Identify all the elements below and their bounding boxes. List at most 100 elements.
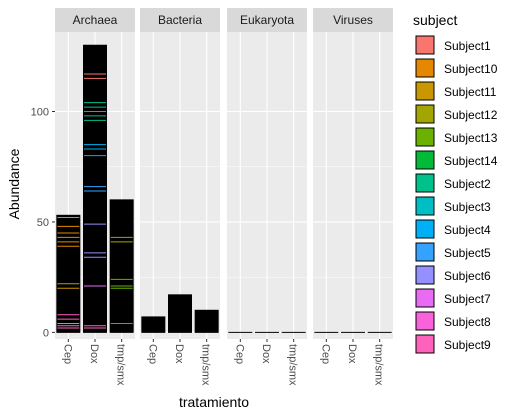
legend-key: [415, 104, 435, 124]
facet-strip: [55, 8, 135, 32]
facet-eukaryota: Eukaryota Cep Dox tmp/smx: [227, 8, 307, 386]
bar-bacteria-tmp-smx: [194, 309, 219, 333]
legend-key: [415, 81, 435, 101]
x-tick-label: Cep: [233, 344, 245, 364]
legend-label: Subject5: [444, 246, 491, 260]
legend-key: [415, 196, 435, 216]
y-axis: 0 50 100: [31, 107, 55, 339]
bar-bacteria-dox: [168, 294, 192, 333]
legend: subject Subject1 Subject10 Subject11 Subjec…: [413, 12, 498, 354]
facet-strip-label: Viruses: [333, 13, 373, 27]
legend-key: [415, 265, 435, 285]
x-tick-label: Cep: [319, 344, 331, 364]
legend-title: subject: [413, 12, 457, 28]
facet-strip: [227, 8, 307, 32]
bar-eukaryota-dox-fill: [255, 331, 279, 333]
bar-viruses-cep-fill: [314, 331, 339, 333]
bar-viruses-cep: [314, 331, 339, 333]
legend-label: Subject12: [444, 108, 498, 122]
legend-item-subject3: Subject3: [415, 196, 491, 216]
legend-item-subject10: Subject10: [415, 58, 498, 78]
bar-eukaryota-tmp-smx: [281, 331, 306, 333]
legend-label: Subject11: [444, 85, 497, 99]
facet-strip-label: Eukaryota: [240, 13, 294, 27]
x-tick-label: tmp/smx: [287, 344, 299, 386]
bar-eukaryota-dox: [255, 331, 279, 333]
y-axis-title: Abundance: [6, 148, 22, 219]
legend-item-subject1: Subject1: [415, 35, 491, 55]
legend-key: [415, 311, 435, 331]
legend-label: Subject14: [444, 154, 498, 168]
bar-eukaryota-tmp-smx-fill: [281, 331, 306, 333]
legend-key: [415, 127, 435, 147]
bar-archaea-cep-fill: [56, 214, 81, 333]
legend-item-subject8: Subject8: [415, 311, 491, 331]
legend-label: Subject1: [444, 39, 491, 53]
legend-key: [415, 173, 435, 193]
legend-label: Subject10: [444, 62, 498, 76]
bar-archaea-tmp-smx: [109, 199, 134, 333]
bar-viruses-dox-fill: [341, 331, 365, 333]
bar-bacteria-dox-fill: [168, 294, 192, 333]
legend-label: Subject2: [444, 177, 491, 191]
legend-label: Subject6: [444, 269, 491, 283]
bar-archaea-dox-fill: [83, 44, 107, 333]
facet-strip-label: Archaea: [73, 13, 118, 27]
bar-viruses-tmp-smx-fill: [367, 331, 392, 333]
bar-archaea-tmp-smx-fill: [109, 199, 134, 333]
y-tick-label: 100: [31, 107, 49, 119]
legend-key: [415, 242, 435, 262]
legend-key: [415, 150, 435, 170]
bar-eukaryota-cep: [228, 331, 253, 333]
x-tick-label: tmp/smx: [373, 344, 385, 386]
facet-bacteria: Bacteria Cep Dox tmp/smx: [140, 8, 220, 386]
x-tick-label: tmp/smx: [115, 344, 127, 386]
x-tick-label: Dox: [346, 344, 358, 364]
x-axis-title: tratamiento: [179, 394, 249, 410]
legend-item-subject11: Subject11: [415, 81, 497, 101]
legend-item-subject12: Subject12: [415, 104, 498, 124]
bar-viruses-dox: [341, 331, 365, 333]
legend-key: [415, 288, 435, 308]
facet-strip: [140, 8, 220, 32]
x-tick-label: Dox: [173, 344, 185, 364]
legend-label: Subject9: [444, 338, 491, 352]
y-tick-label: 0: [43, 327, 49, 339]
x-tick-label: Dox: [88, 344, 100, 364]
x-tick-label: tmp/smx: [200, 344, 212, 386]
legend-key: [415, 219, 435, 239]
facet-strip-label: Bacteria: [158, 13, 202, 27]
legend-item-subject5: Subject5: [415, 242, 491, 262]
legend-key: [415, 334, 435, 354]
bar-archaea-cep: [56, 214, 81, 333]
facet-archaea: Archaea Cep Dox tmp/smx: [55, 8, 135, 386]
x-tick-label: Dox: [260, 344, 272, 364]
facet-strip: [313, 8, 393, 32]
bar-bacteria-cep-fill: [141, 316, 166, 333]
legend-key: [415, 35, 435, 55]
legend-item-subject4: Subject4: [415, 219, 491, 239]
bar-bacteria-tmp-smx-fill: [194, 309, 219, 333]
x-tick-label: Cep: [146, 344, 158, 364]
legend-label: Subject4: [444, 223, 491, 237]
legend-item-subject14: Subject14: [415, 150, 498, 170]
legend-item-subject7: Subject7: [415, 288, 491, 308]
legend-item-subject2: Subject2: [415, 173, 491, 193]
legend-item-subject13: Subject13: [415, 127, 498, 147]
legend-label: Subject8: [444, 315, 491, 329]
facet-viruses: Viruses Cep Dox tmp/smx: [313, 8, 393, 386]
legend-item-subject6: Subject6: [415, 265, 491, 285]
bar-viruses-tmp-smx: [367, 331, 392, 333]
facet-panels: Archaea Cep Dox tmp/smx Bacteria Cep Dox tmp/sm…: [55, 8, 393, 386]
legend-label: Subject7: [444, 292, 491, 306]
legend-key: [415, 58, 435, 78]
legend-label: Subject13: [444, 131, 498, 145]
legend-item-subject9: Subject9: [415, 334, 491, 354]
bar-archaea-dox: [83, 44, 107, 333]
legend-label: Subject3: [444, 200, 491, 214]
bar-eukaryota-cep-fill: [228, 331, 253, 333]
x-tick-label: Cep: [61, 344, 73, 364]
y-tick-label: 50: [37, 217, 49, 229]
bar-bacteria-cep: [141, 316, 166, 333]
